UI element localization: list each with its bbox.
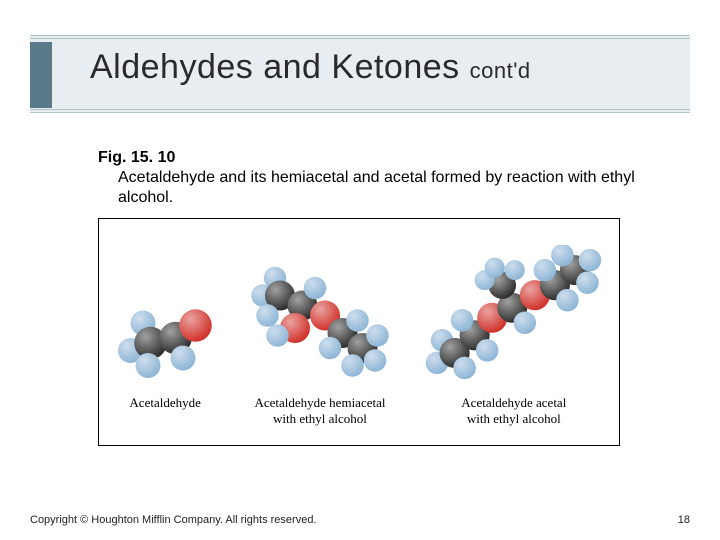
molecule-diagram [245, 263, 395, 383]
page-number: 18 [678, 514, 690, 526]
title-main: Aldehydes and Ketones [90, 48, 460, 86]
figure-caption: Fig. 15. 10 Acetaldehyde and its hemiace… [98, 148, 670, 208]
molecule-label: Acetaldehyde hemiacetalwith ethyl alcoho… [254, 395, 385, 428]
molecule-label: Acetaldehyde acetalwith ethyl alcohol [461, 395, 566, 428]
slide-title: Aldehydes and Ketones cont'd [90, 48, 531, 87]
molecule-diagram [422, 245, 605, 383]
molecule-3: Acetaldehyde acetalwith ethyl alcohol [422, 245, 605, 428]
figure-box: Acetaldehyde Acetaldehyde hemiacetalwith… [98, 218, 620, 446]
slide-footer: Copyright © Houghton Mifflin Company. Al… [30, 514, 690, 526]
title-band: Aldehydes and Ketones cont'd [30, 35, 690, 113]
molecule-2: Acetaldehyde hemiacetalwith ethyl alcoho… [245, 263, 395, 428]
figure-caption-text: Acetaldehyde and its hemiacetal and acet… [98, 168, 670, 208]
accent-bar [30, 42, 52, 108]
copyright-text: Copyright © Houghton Mifflin Company. Al… [30, 514, 317, 526]
molecule-diagram [113, 278, 218, 383]
title-suffix: cont'd [470, 58, 531, 83]
figure-number: Fig. 15. 10 [98, 149, 175, 166]
molecule-label: Acetaldehyde [129, 395, 200, 428]
molecule-1: Acetaldehyde [113, 278, 218, 428]
